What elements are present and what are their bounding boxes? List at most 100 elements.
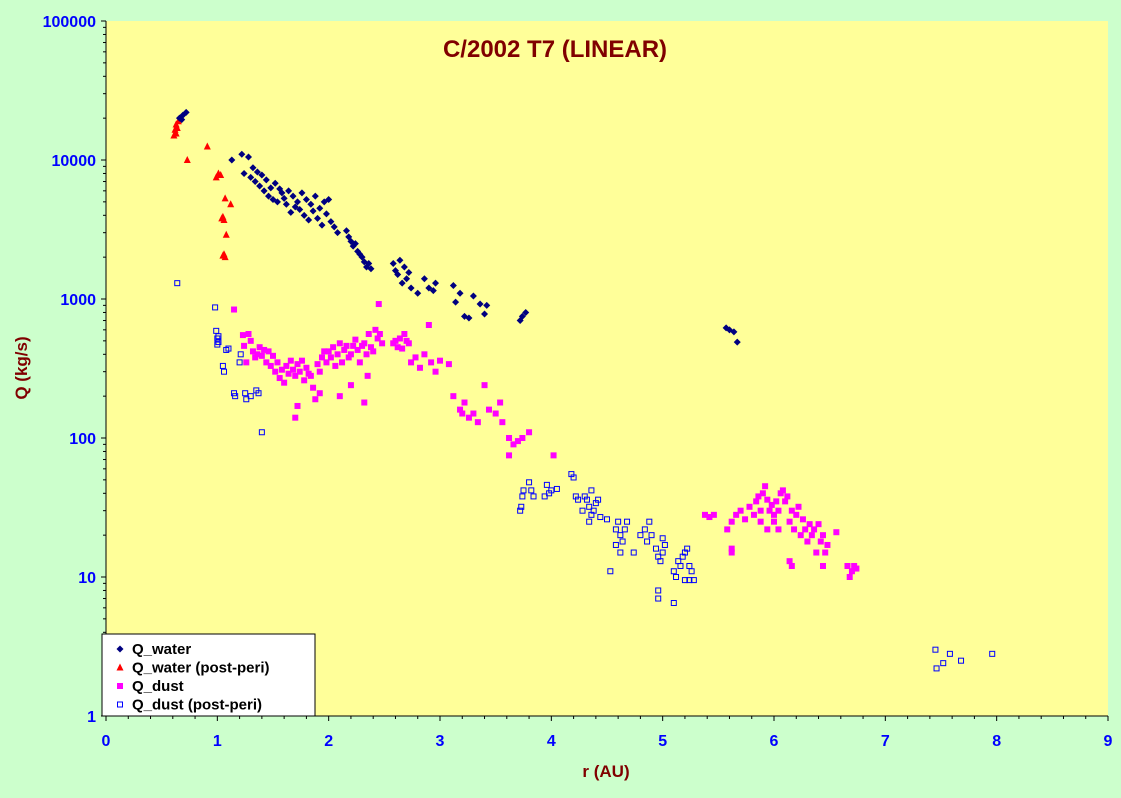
data-point [497,399,504,406]
data-point [681,577,688,584]
data-point [759,490,766,497]
data-point [688,568,695,575]
data-point [225,345,232,352]
data-point [321,348,328,355]
data-point [724,526,731,533]
data-point [256,182,264,190]
data-point [452,298,460,306]
data-point [588,487,595,494]
data-point [465,314,473,322]
x-tick-label: 2 [324,733,333,750]
data-point [287,357,294,364]
data-point [655,595,662,602]
data-point [292,372,299,379]
data-point [212,173,220,181]
data-point [457,406,464,413]
data-point [336,393,343,400]
data-point [215,333,222,340]
data-point [630,549,637,556]
data-point [243,396,250,403]
data-point [465,414,472,421]
data-point [673,574,680,580]
data-point [469,292,477,300]
data-point [548,487,555,494]
data-point [644,538,651,545]
data-point [684,545,691,552]
data-point [775,526,782,533]
data-point [583,496,590,503]
data-point [254,351,261,358]
data-point [595,496,602,503]
data-point [753,498,760,505]
data-point [271,179,279,187]
data-point [425,322,432,329]
x-axis-ticks: 0 1 2 3 4 5 6 7 8 9 [102,716,1113,750]
data-point [376,331,383,338]
data-point [219,362,226,369]
data-point [819,532,826,539]
data-point [367,344,374,351]
data-point [217,170,225,178]
data-point [405,340,412,347]
legend: Q_water Q_water (post-peri)Q_dust Q_dust (… [101,633,316,717]
data-point [258,429,265,436]
data-point [461,399,468,406]
data-point [399,345,406,352]
data-point [372,326,379,333]
data-point [690,577,697,584]
data-point [302,195,310,203]
data-point [172,129,180,137]
data-point [301,377,308,384]
data-point [296,206,304,214]
data-point [617,549,624,556]
data-point [330,223,338,231]
data-point [661,541,668,548]
data-point [432,368,439,375]
data-point [323,359,330,366]
series-3 [174,280,996,672]
data-point [375,301,382,308]
data-point [252,354,259,361]
data-point [265,348,272,355]
data-point [249,164,257,172]
y-tick-label: 10000 [52,153,97,170]
data-point [400,263,408,271]
data-point [518,312,526,320]
x-tick-label: 6 [770,733,779,750]
data-point [597,514,604,521]
data-point [220,216,228,224]
data-point [499,419,506,426]
data-point [779,487,786,494]
data-point [407,284,415,292]
data-point [833,529,840,536]
data-point [797,532,804,539]
data-point [624,518,631,525]
data-point [311,192,319,200]
data-point [793,511,800,518]
data-point [342,227,350,235]
x-tick-label: 0 [102,733,111,750]
data-point [363,351,370,358]
data-point [844,562,851,569]
data-point [784,493,791,500]
data-point [822,549,829,556]
data-point [221,194,229,202]
data-point [802,526,809,533]
data-point [343,342,350,349]
data-point [245,331,252,338]
y-tick-label: 10 [78,570,96,587]
data-point [733,338,741,346]
data-point [641,526,648,533]
data-point [848,568,855,575]
data-point [604,516,610,523]
data-point [241,342,248,349]
data-point [450,393,457,400]
data-point [298,357,305,364]
data-point [456,289,464,297]
data-point [686,577,693,584]
data-point [519,435,526,441]
data-point [553,485,560,492]
data-point [318,354,325,361]
data-point [728,518,735,525]
data-point [309,207,317,215]
